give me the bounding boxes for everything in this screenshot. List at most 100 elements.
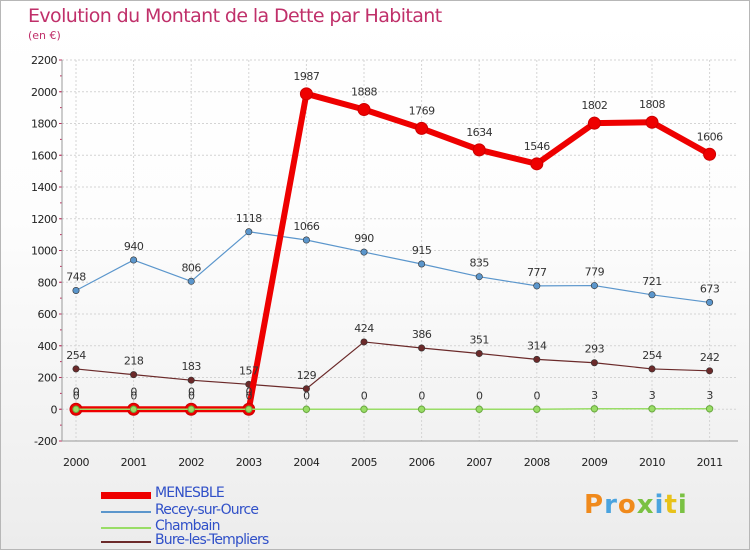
data-point-recey-sur-ource xyxy=(72,287,80,295)
data-point-recey-sur-ource xyxy=(648,291,656,299)
y-tick-label: 200 xyxy=(38,372,58,385)
data-label-bure-les-templiers: 254 xyxy=(66,349,86,362)
data-label-bure-les-templiers: 351 xyxy=(469,334,489,347)
data-label-menesble: 0 xyxy=(73,385,80,398)
legend-label-bure-les-templiers: Bure-les-Templiers xyxy=(155,532,269,548)
data-label-menesble: 0 xyxy=(188,385,195,398)
data-label-chambain: 0 xyxy=(534,389,541,402)
x-tick-label: 2010 xyxy=(639,456,665,469)
x-tick-label: 2005 xyxy=(351,456,377,469)
data-label-menesble: 1769 xyxy=(409,104,435,117)
data-label-recey-sur-ource: 1066 xyxy=(293,220,319,233)
y-tick-label: -200 xyxy=(34,435,57,448)
data-label-recey-sur-ource: 779 xyxy=(585,266,605,279)
data-label-chambain: 0 xyxy=(476,389,483,402)
x-tick-label: 2007 xyxy=(466,456,492,469)
logo-letter: r xyxy=(604,490,618,520)
data-label-chambain: 0 xyxy=(361,389,368,402)
data-point-chambain xyxy=(245,405,253,413)
x-tick-label: 2011 xyxy=(697,456,723,469)
series-line-bure-les-templiers xyxy=(75,341,710,390)
logo-letter: i xyxy=(677,490,688,520)
chart-title: Evolution du Montant de la Dette par Hab… xyxy=(28,5,442,27)
data-point-chambain xyxy=(533,405,541,413)
data-label-bure-les-templiers: 157 xyxy=(239,364,259,377)
data-point-chambain xyxy=(187,405,195,413)
data-label-menesble: 1987 xyxy=(293,70,319,83)
data-label-bure-les-templiers: 314 xyxy=(527,339,547,352)
data-point-chambain xyxy=(360,405,368,413)
data-point-recey-sur-ource xyxy=(475,273,483,281)
data-point-menesble xyxy=(645,115,659,129)
y-tick-label: 600 xyxy=(38,308,58,321)
y-tick-label: 1200 xyxy=(31,213,57,226)
data-label-bure-les-templiers: 293 xyxy=(585,343,605,356)
data-label-bure-les-templiers: 129 xyxy=(297,369,317,382)
data-point-recey-sur-ource xyxy=(360,248,368,256)
data-point-chambain xyxy=(705,405,714,413)
data-point-bure-les-templiers xyxy=(360,338,368,346)
legend-label-chambain: Chambain xyxy=(155,518,220,534)
data-label-menesble: 1634 xyxy=(466,126,492,139)
data-label-recey-sur-ource: 748 xyxy=(66,271,86,284)
y-tick-label: 2000 xyxy=(31,86,57,99)
data-point-chambain xyxy=(648,405,656,413)
data-point-bure-les-templiers xyxy=(706,367,714,375)
legend-swatch-menesble xyxy=(101,492,151,499)
data-point-recey-sur-ource xyxy=(706,298,714,306)
data-label-bure-les-templiers: 424 xyxy=(354,322,374,335)
data-label-chambain: 0 xyxy=(418,389,425,402)
x-tick-label: 2003 xyxy=(236,456,262,469)
data-label-chambain: 0 xyxy=(303,389,310,402)
data-label-chambain: 3 xyxy=(706,389,713,402)
y-tick-label: 2200 xyxy=(31,54,57,67)
data-point-bure-les-templiers xyxy=(72,365,80,373)
data-point-menesble xyxy=(415,121,429,135)
data-label-bure-les-templiers: 218 xyxy=(124,355,144,368)
data-label-menesble: 0 xyxy=(246,385,253,398)
data-point-chambain xyxy=(72,405,80,413)
data-label-menesble: 1606 xyxy=(697,130,723,143)
data-point-menesble xyxy=(299,87,313,101)
logo-letter: P xyxy=(584,490,605,520)
data-label-recey-sur-ource: 915 xyxy=(412,244,432,257)
data-label-bure-les-templiers: 183 xyxy=(181,360,201,373)
series-line-recey-sur-ource xyxy=(75,231,710,304)
data-point-menesble xyxy=(472,143,486,157)
data-point-chambain xyxy=(590,405,599,413)
data-point-bure-les-templiers xyxy=(648,365,656,373)
x-tick-label: 2009 xyxy=(581,456,607,469)
x-tick-label: 2004 xyxy=(293,456,319,469)
legend-label-menesble: MENESBLE xyxy=(155,485,225,501)
data-point-menesble xyxy=(357,103,371,117)
data-point-bure-les-templiers xyxy=(187,376,195,384)
logo-letter: o xyxy=(617,490,637,520)
data-point-recey-sur-ource xyxy=(245,228,253,236)
data-label-bure-les-templiers: 242 xyxy=(700,351,720,364)
data-label-menesble: 1546 xyxy=(524,140,550,153)
data-point-bure-les-templiers xyxy=(590,359,598,367)
data-label-recey-sur-ource: 777 xyxy=(527,266,547,279)
data-label-recey-sur-ource: 1118 xyxy=(236,212,262,225)
x-tick-label: 2008 xyxy=(524,456,550,469)
logo-letter: x xyxy=(636,490,655,520)
data-point-recey-sur-ource xyxy=(187,277,195,285)
data-point-bure-les-templiers xyxy=(475,350,483,358)
chart-subtitle: (en €) xyxy=(28,29,61,42)
data-point-bure-les-templiers xyxy=(533,355,541,363)
y-tick-label: 400 xyxy=(38,340,58,353)
data-label-chambain: 0 xyxy=(188,389,195,402)
y-tick-label: 1800 xyxy=(31,118,57,131)
proxiti-logo: Proxiti xyxy=(584,490,688,520)
data-point-chambain xyxy=(417,405,426,413)
logo-letter: i xyxy=(654,490,665,520)
data-label-recey-sur-ource: 835 xyxy=(469,257,489,270)
x-tick-label: 2006 xyxy=(409,456,435,469)
y-tick-label: 0 xyxy=(51,403,58,416)
data-label-recey-sur-ource: 721 xyxy=(642,275,662,288)
data-label-recey-sur-ource: 673 xyxy=(700,282,720,295)
x-tick-label: 2001 xyxy=(121,456,147,469)
data-label-bure-les-templiers: 254 xyxy=(642,349,662,362)
